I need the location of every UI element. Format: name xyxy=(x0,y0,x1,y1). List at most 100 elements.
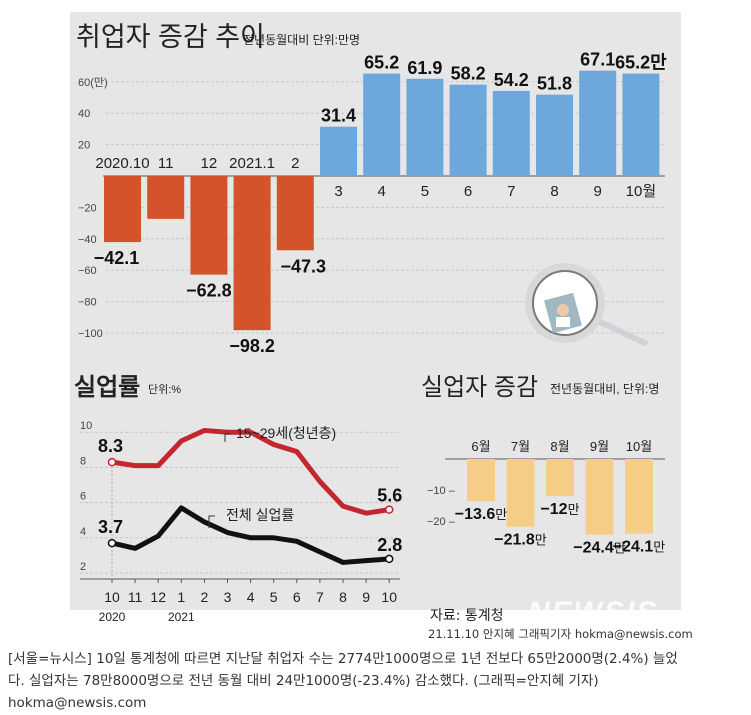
chart3-category-label: 6월 xyxy=(471,439,490,454)
chart2-xtick-label: 1 xyxy=(177,589,185,605)
chart1-bars: 2020.10 −42.1 11 12 −62.8 2021.1 −98.2 2 −47.3 3 3… xyxy=(94,50,667,357)
chart2-start-marker xyxy=(107,538,117,548)
caption: [서울=뉴시스] 10일 통계청에 따르면 지난달 취업자 수는 2774만10… xyxy=(8,648,743,714)
chart1-subtitle: 전년동월대비 단위:만명 xyxy=(243,33,360,47)
chart2-start-marker xyxy=(107,457,117,467)
chart1-category-label: 4 xyxy=(378,183,386,200)
chart1-ytick-label: −100 xyxy=(78,328,103,340)
chart1-data-label: 65.2만 xyxy=(615,53,667,73)
chart3-ytick-label: −10 – xyxy=(427,485,456,497)
chart1-category-label: 2021.1 xyxy=(229,155,275,172)
chart3-bar xyxy=(625,459,653,534)
chart2-start-label: 3.7 xyxy=(98,517,123,537)
credit-label: 21.11.10 안지혜 그래픽기자 hokma@newsis.com xyxy=(428,627,693,641)
chart3-data-label: −24.1만 xyxy=(613,539,665,556)
chart1-bar xyxy=(233,176,271,331)
chart3-data-label: −13.6만 xyxy=(455,506,507,523)
chart1-data-label: 67.1 xyxy=(580,50,615,70)
chart2-xtick-label: 9 xyxy=(362,589,370,605)
chart1-category-label: 2 xyxy=(291,155,299,172)
chart1-data-label: 31.4 xyxy=(321,106,356,126)
chart1-data-label: 65.2 xyxy=(364,53,399,73)
chart3-bar xyxy=(546,459,574,497)
chart1-title: 취업자 증감 추이 xyxy=(76,22,265,52)
chart3-bar xyxy=(467,459,495,502)
chart3-title: 실업자 증감 xyxy=(421,374,538,401)
chart1-bar xyxy=(536,94,573,176)
chart1-category-label: 6 xyxy=(464,183,472,200)
chart1-bar xyxy=(147,176,185,219)
chart1-category-label: 10월 xyxy=(626,183,657,200)
chart2-subtitle: 단위:% xyxy=(148,383,181,396)
chart2-ytick-label: 2 xyxy=(80,561,86,573)
chart2-xtick-label: 7 xyxy=(316,589,324,605)
chart1-ytick-label: −20 xyxy=(78,202,97,214)
chart3-bars: −10 – −20 – 6월 −13.6만 7월 −21.8만 8월 −12만 9월 −24.4만… xyxy=(427,439,665,557)
chart2-xtick-label: 5 xyxy=(270,589,278,605)
chart2-start-label: 8.3 xyxy=(98,436,123,456)
chart2-ytick-label: 6 xyxy=(80,491,86,503)
chart1-data-label: −62.8 xyxy=(186,281,232,301)
caption-line-1: [서울=뉴시스] 10일 통계청에 따르면 지난달 취업자 수는 2774만10… xyxy=(8,651,678,667)
chart1-category-label: 5 xyxy=(421,183,429,200)
chart1-bar xyxy=(449,84,487,176)
chart1-ytick-label: 20 xyxy=(78,140,90,152)
chart1-ytick-label: 40 xyxy=(78,108,90,120)
chart1-category-label: 2020.10 xyxy=(95,155,149,172)
chart2-title: 실업률 xyxy=(74,374,140,401)
newsis-watermark: NEWSIS xyxy=(528,596,658,629)
chart3-category-label: 10월 xyxy=(626,439,652,454)
chart3-data-label: −21.8만 xyxy=(494,532,546,549)
chart1-ytick-label: −80 xyxy=(78,297,97,309)
chart2-year-label: 2020 xyxy=(99,610,126,624)
chart2-series-name: 15~29세(청년층) xyxy=(236,425,336,441)
caption-line-3[interactable]: hokma@newsis.com xyxy=(8,695,147,711)
chart2-series-name: 전체 실업률 xyxy=(226,507,294,523)
chart2-xtick-label: 4 xyxy=(247,589,255,605)
caption-line-2: 다. 실업자는 78만8000명으로 전년 동월 대비 24만1000명(-23… xyxy=(8,673,599,689)
chart2-end-marker xyxy=(384,505,394,514)
chart1-data-label: 51.8 xyxy=(537,74,572,94)
magnifier-icon xyxy=(525,263,648,346)
chart1-data-label: 54.2 xyxy=(494,70,529,90)
chart1-data-label: −98.2 xyxy=(229,336,275,356)
chart1-data-label: −47.3 xyxy=(281,256,327,276)
chart2-end-label: 2.8 xyxy=(377,535,402,555)
chart1-category-label: 9 xyxy=(594,183,602,200)
chart2-callout-line xyxy=(208,515,215,528)
chart1-bar xyxy=(579,70,617,176)
chart1-bar xyxy=(104,176,141,243)
chart3-bar xyxy=(585,459,614,535)
chart1-ytick-label: 60(만) xyxy=(78,76,108,89)
chart2-ytick-label: 4 xyxy=(80,526,86,538)
chart2-ytick-label: 10 xyxy=(80,420,92,432)
chart2-callout-line xyxy=(224,433,231,442)
chart2-end-label: 5.6 xyxy=(377,486,402,506)
chart2-ytick-label: 8 xyxy=(80,455,86,467)
chart3-ytick-label: −20 – xyxy=(427,516,456,528)
chart1-bar xyxy=(622,73,660,176)
chart3-data-label: −24.4만 xyxy=(573,540,625,557)
chart1-data-label: 58.2 xyxy=(451,64,486,84)
chart1-bar xyxy=(492,90,530,176)
chart2-xtick-label: 10 xyxy=(104,589,120,605)
chart2-xtick-label: 10 xyxy=(381,589,397,605)
chart1-bar xyxy=(320,126,357,176)
chart2-xtick-label: 2 xyxy=(201,589,209,605)
chart2-xtick-label: 8 xyxy=(339,589,347,605)
chart1-category-label: 8 xyxy=(550,183,558,200)
chart2-series-line xyxy=(111,505,390,565)
chart3-category-label: 8월 xyxy=(550,439,569,454)
source-label: 자료: 통계청 xyxy=(430,608,504,624)
chart2-end-marker xyxy=(384,554,394,564)
chart3-data-label: −12만 xyxy=(540,501,579,518)
chart1-category-label: 12 xyxy=(201,155,218,172)
chart1-data-label: 61.9 xyxy=(407,58,442,78)
chart1-ytick-label: −40 xyxy=(78,234,97,246)
chart3-bar xyxy=(506,459,535,527)
chart1-data-label: −42.1 xyxy=(94,248,140,268)
chart3-subtitle: 전년동월대비, 단위:명 xyxy=(550,382,659,396)
chart1-bar xyxy=(276,176,314,251)
